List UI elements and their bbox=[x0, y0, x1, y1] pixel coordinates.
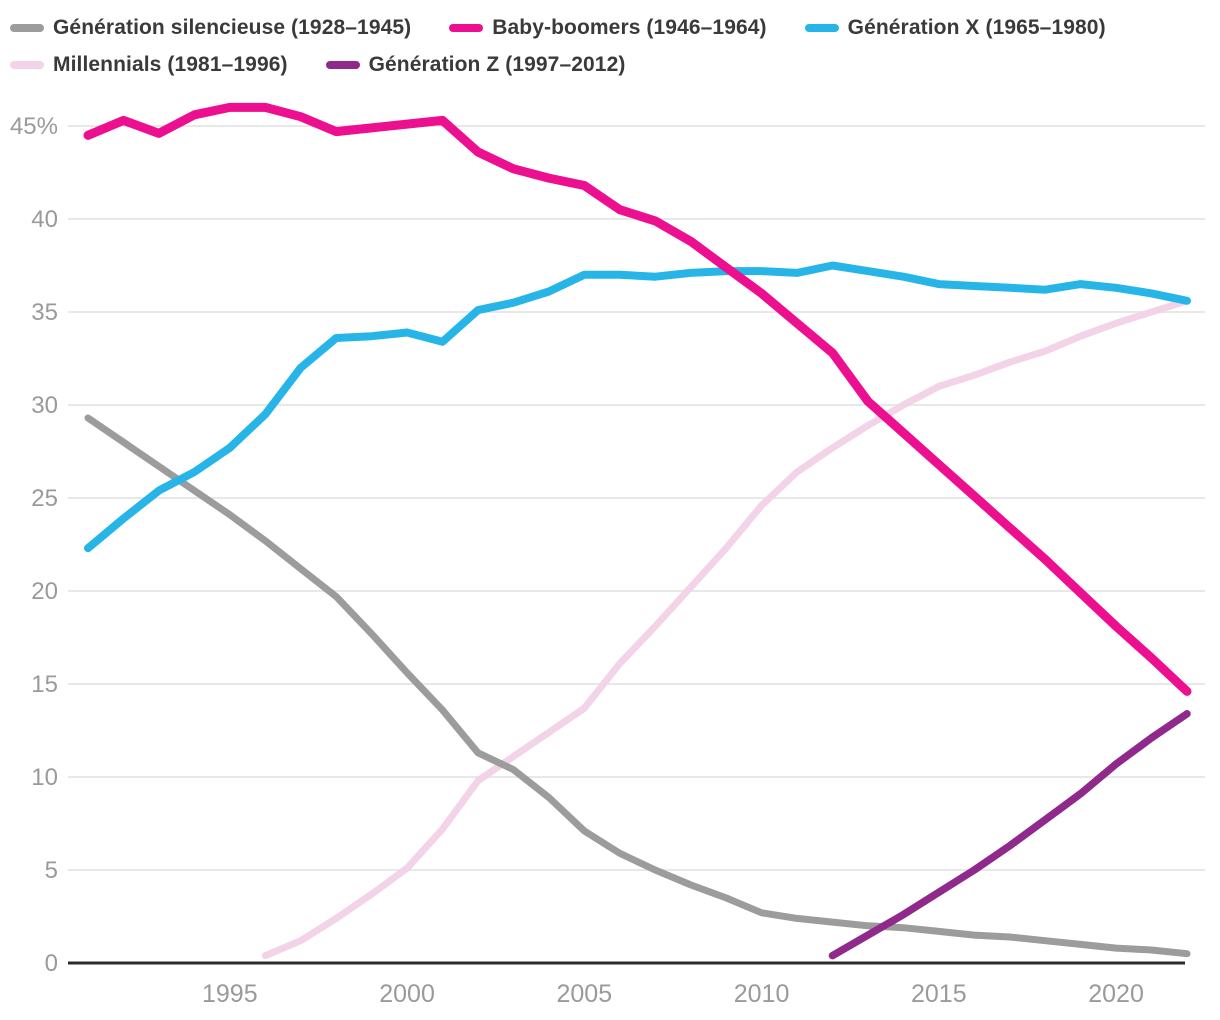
series-line-millennials bbox=[261, 297, 1191, 960]
legend-label-generation-z: Génération Z (1997–2012) bbox=[368, 53, 626, 76]
series-line-generation-z bbox=[828, 710, 1191, 960]
legend-swatch-baby-boomers bbox=[449, 24, 484, 32]
y-axis-tick-label: 45% bbox=[10, 113, 58, 140]
legend-swatch-generation-silencieuse bbox=[10, 24, 44, 32]
x-axis-tick-label: 2020 bbox=[1088, 980, 1144, 1008]
y-axis-tick-label: 15 bbox=[31, 671, 58, 698]
legend-swatch-millennials bbox=[10, 61, 44, 69]
series-group bbox=[83, 102, 1192, 960]
legend-label-millennials: Millennials (1981–1996) bbox=[53, 53, 288, 76]
y-axis-tick-label: 0 bbox=[45, 950, 58, 977]
legend-swatch-generation-x bbox=[804, 24, 839, 32]
legend-row-1: Génération silencieuse (1928–1945) Baby-… bbox=[10, 16, 1106, 40]
y-axis-tick-label: 35 bbox=[31, 299, 58, 326]
legend-item-generation-z: Génération Z (1997–2012) bbox=[325, 53, 626, 77]
x-axis-tick-label: 2005 bbox=[556, 980, 612, 1008]
legend-item-millennials: Millennials (1981–1996) bbox=[10, 53, 288, 77]
y-axis-tick-label: 20 bbox=[31, 578, 58, 605]
legend-swatch-generation-z bbox=[325, 61, 360, 69]
series-line-generation-x bbox=[84, 261, 1191, 553]
y-axis-tick-label: 30 bbox=[31, 392, 58, 419]
series-line-baby-boomers bbox=[83, 102, 1192, 696]
legend-item-generation-x: Génération X (1965–1980) bbox=[804, 16, 1106, 40]
x-axis-tick-label: 2000 bbox=[379, 980, 435, 1008]
y-axis-tick-label: 5 bbox=[45, 857, 58, 884]
legend-item-baby-boomers: Baby-boomers (1946–1964) bbox=[449, 16, 767, 40]
legend-label-baby-boomers: Baby-boomers (1946–1964) bbox=[492, 16, 767, 39]
y-axis-tick-label: 25 bbox=[31, 485, 58, 512]
x-axis-tick-label: 2010 bbox=[734, 980, 790, 1008]
legend-row-2: Millennials (1981–1996) Génération Z (19… bbox=[10, 53, 1106, 77]
y-axis-tick-label: 10 bbox=[31, 764, 58, 791]
legend-label-generation-silencieuse: Génération silencieuse (1928–1945) bbox=[53, 16, 412, 39]
tick-labels-group: 0 5 10 15 20 25 30 35 40 45% 1995 2000 2005 2010 2015 2… bbox=[10, 113, 1144, 1008]
gridlines-group bbox=[68, 125, 1205, 871]
legend-item-generation-silencieuse: Génération silencieuse (1928–1945) bbox=[10, 16, 411, 40]
y-axis-tick-label: 40 bbox=[31, 206, 58, 233]
legend-label-generation-x: Génération X (1965–1980) bbox=[847, 16, 1106, 39]
chart-legend: Génération silencieuse (1928–1945) Baby-… bbox=[10, 16, 1106, 77]
x-axis-tick-label: 2015 bbox=[911, 980, 967, 1008]
x-axis-tick-label: 1995 bbox=[202, 980, 258, 1008]
series-line-generation-silencieuse bbox=[84, 414, 1191, 958]
